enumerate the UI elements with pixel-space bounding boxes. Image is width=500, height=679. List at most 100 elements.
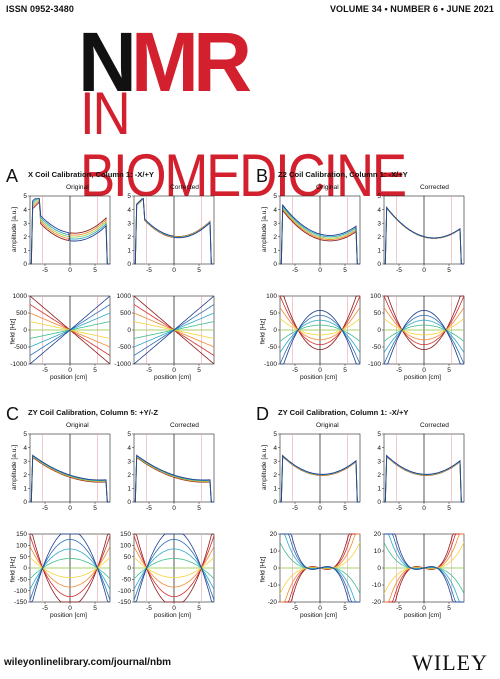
amplitude-plot-left: 5 4 3 2 1 0 -5 0 5 [23, 431, 111, 512]
figure-panel-c: C ZY Coil Calibration, Column 5: +Y/-Z Ori… [0, 404, 242, 624]
amplitude-plot-left: 5 4 3 2 1 0 -5 0 5 [273, 193, 361, 274]
x-tick-label: -5 [42, 267, 48, 274]
x-tick-label: 5 [447, 605, 451, 612]
y-tick-label: -100 [14, 588, 27, 595]
subplot-title-original: Original [316, 422, 339, 429]
y-axis-label-amplitude: amplitude [a.u.] [11, 206, 19, 253]
amplitude-plot-left: 5 4 3 2 1 0 -5 0 5 [273, 431, 361, 512]
series-line [280, 209, 360, 265]
y-tick-label: 3 [377, 220, 381, 227]
y-tick-label: 4 [377, 445, 381, 452]
series-line [280, 295, 360, 351]
y-tick-label: 4 [23, 207, 27, 214]
x-axis-label: position [cm] [404, 374, 442, 381]
x-tick-label: -5 [292, 367, 298, 374]
x-tick-label: -5 [292, 267, 298, 274]
amplitude-plot-right: 5 4 3 2 1 0 -5 0 5 [127, 431, 215, 512]
y-tick-label: 3 [127, 458, 131, 465]
field-plot-right: 20 10 0 -10 -20 -5 0 5 [372, 531, 465, 612]
y-tick-label: 5 [127, 193, 131, 200]
volume-issue: VOLUME 34 • NUMBER 6 • JUNE 2021 [329, 4, 494, 14]
series-line [30, 455, 110, 503]
x-tick-label: 0 [68, 505, 72, 512]
subplot-title-corrected: Corrected [170, 422, 199, 429]
y-tick-label: -150 [14, 599, 27, 606]
y-tick-label: 2 [377, 234, 381, 241]
x-tick-label: 0 [318, 505, 322, 512]
y-tick-label: 1 [23, 486, 27, 493]
y-tick-label: 5 [273, 431, 277, 438]
y-tick-label: 500 [16, 310, 27, 317]
x-tick-label: 5 [447, 267, 451, 274]
series-line [383, 324, 465, 342]
subplot-title-corrected: Corrected [420, 184, 449, 191]
y-tick-label: 2 [377, 472, 381, 479]
series-line [30, 198, 110, 265]
y-tick-label: 0 [23, 565, 27, 572]
x-tick-label: 5 [93, 505, 97, 512]
series-line [384, 454, 464, 503]
y-tick-label: -500 [118, 344, 131, 351]
series-line [279, 319, 361, 354]
figure-panel-a: A X Coil Calibration, Column 1: -X/+Y Orig… [0, 166, 242, 386]
series-line [384, 309, 464, 365]
subplot-title-original: Original [316, 184, 339, 191]
y-tick-label: 0 [273, 499, 277, 506]
y-tick-label: -50 [372, 344, 382, 351]
series-line [279, 314, 361, 365]
x-axis-label: position [cm] [300, 374, 338, 381]
subplot-title-corrected: Corrected [420, 422, 449, 429]
x-tick-label: 5 [343, 605, 347, 612]
x-tick-label: 0 [422, 367, 426, 374]
series-line [30, 198, 110, 265]
y-tick-label: 1 [23, 248, 27, 255]
y-tick-label: 1000 [117, 293, 132, 300]
x-tick-label: -5 [146, 367, 152, 374]
figure-panel-b: B Z2 Coil Calibration, Column 1: -X/+Y Ori… [250, 166, 492, 386]
field-plot-right: 1000 500 0 -500 -1000 -5 0 5 [114, 293, 215, 374]
series-line [29, 546, 111, 588]
series-line [133, 295, 215, 365]
x-tick-label: 5 [197, 505, 201, 512]
x-tick-label: 5 [197, 605, 201, 612]
logo-n: N [78, 15, 137, 109]
y-tick-label: 0 [127, 565, 131, 572]
publisher-logo: WILEY [412, 650, 488, 675]
x-tick-label: 0 [68, 367, 72, 374]
y-tick-label: 3 [377, 458, 381, 465]
y-axis-label-field: field [Hz] [9, 556, 17, 583]
series-line [384, 533, 464, 603]
series-line [134, 454, 214, 503]
y-tick-label: 0 [377, 565, 381, 572]
y-tick-label: 3 [23, 458, 27, 465]
x-tick-label: 5 [343, 367, 347, 374]
y-tick-label: 4 [377, 207, 381, 214]
series-line [30, 200, 110, 265]
y-tick-label: 5 [127, 431, 131, 438]
x-tick-label: 0 [172, 605, 176, 612]
x-tick-label: 5 [93, 267, 97, 274]
y-tick-label: 1 [127, 248, 131, 255]
x-tick-label: 5 [447, 367, 451, 374]
y-axis-label-field: field [Hz] [9, 318, 17, 345]
x-tick-label: 5 [93, 367, 97, 374]
series-line [383, 295, 465, 346]
y-tick-label: 2 [273, 234, 277, 241]
y-tick-label: 1 [273, 248, 277, 255]
issn: ISSN 0952-3480 [6, 4, 74, 14]
y-tick-label: 4 [23, 445, 27, 452]
x-axis-label: position [cm] [154, 374, 192, 381]
y-tick-label: -500 [14, 344, 27, 351]
y-tick-label: 5 [23, 431, 27, 438]
x-tick-label: 0 [318, 367, 322, 374]
series-line [279, 318, 361, 336]
panel-label: D [256, 404, 269, 424]
y-tick-label: -1000 [10, 361, 27, 368]
y-tick-label: 1 [377, 486, 381, 493]
y-tick-label: 5 [377, 431, 381, 438]
series-line [279, 295, 361, 346]
subplot-title-corrected: Corrected [170, 184, 199, 191]
y-tick-label: -1000 [114, 361, 131, 368]
series-line [383, 318, 465, 336]
